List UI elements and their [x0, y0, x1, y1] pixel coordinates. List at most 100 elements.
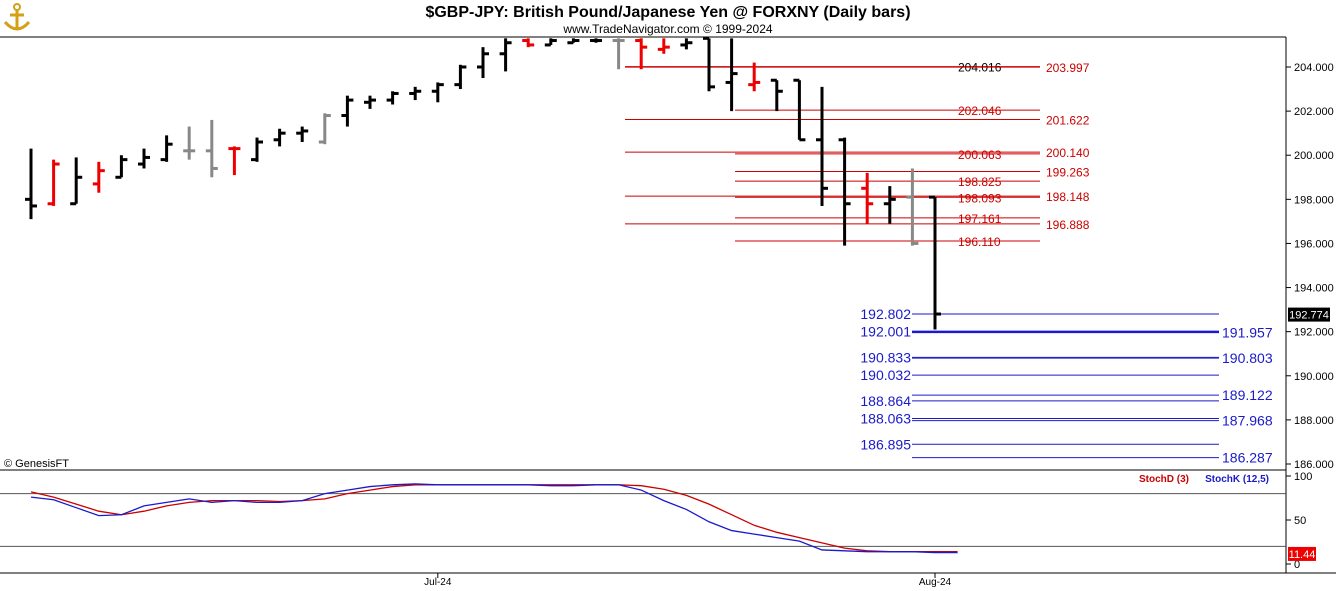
y-tick-label: 198.000: [1294, 194, 1334, 206]
y-tick-label: 186.000: [1294, 459, 1334, 471]
stoch-tick-label: 0: [1294, 559, 1300, 571]
stoch-tick-label: 100: [1294, 471, 1312, 483]
price-levels: 204.016 203.997 202.046 201.622 200.063 200.1…: [625, 61, 1273, 466]
ohlc-bar: [364, 95, 376, 109]
chart-subtitle: www.TradeNavigator.com © 1999-2024: [562, 22, 772, 36]
ohlc-bar: [567, 38, 580, 45]
ohlc-bar: [703, 36, 715, 92]
resistance-label: 200.063: [958, 148, 1002, 162]
ohlc-bar: [409, 86, 422, 101]
ohlc-bar: [544, 38, 557, 47]
y-tick-label: 192.000: [1294, 327, 1334, 339]
y-tick-label: 190.000: [1294, 371, 1334, 383]
stoch-d-line: [30, 484, 958, 553]
logo-anchor-icon: [3, 3, 31, 31]
x-tick-label: Jul-24: [424, 577, 452, 588]
support-label: 188.063: [860, 410, 911, 426]
ohlc-bar: [657, 38, 670, 54]
ohlc-bar: [138, 148, 150, 169]
resistance-label: 200.140: [1046, 146, 1090, 160]
ohlc-bar: [793, 78, 806, 142]
ohlc-bars: [25, 36, 941, 330]
resistance-label: 197.161: [958, 212, 1002, 226]
ohlc-bar: [929, 195, 941, 330]
ohlc-bar: [251, 137, 263, 162]
resistance-label: 198.148: [1046, 190, 1090, 204]
support-label: 192.001: [860, 324, 911, 340]
ohlc-bar: [92, 161, 105, 193]
stoch-d-legend: StochD (3): [1139, 474, 1189, 485]
support-label: 187.968: [1222, 413, 1273, 429]
support-label: 192.802: [860, 306, 911, 322]
price-panel-frame: [0, 36, 1336, 574]
support-label: 190.833: [860, 349, 911, 365]
ohlc-bar: [341, 95, 354, 127]
ohlc-bar: [499, 38, 512, 72]
copyright-label: © GenesisFT: [4, 458, 69, 470]
support-label: 190.032: [860, 367, 911, 383]
support-label: 188.864: [860, 393, 911, 409]
ohlc-bar: [770, 78, 783, 112]
resistance-label: 196.110: [958, 235, 1001, 249]
support-label: 190.803: [1222, 350, 1273, 366]
ohlc-bar: [318, 113, 331, 145]
ohlc-bar: [386, 91, 399, 105]
ohlc-bar: [431, 82, 444, 103]
stoch-k-line: [30, 483, 958, 554]
ohlc-bar: [115, 155, 128, 179]
ohlc-bar: [454, 64, 467, 90]
support-label: 186.895: [860, 436, 911, 452]
ohlc-bar: [748, 62, 761, 92]
last-price-marker: [1288, 307, 1330, 322]
resistance-label: 196.888: [1046, 218, 1090, 232]
y-tick-label: 202.000: [1294, 106, 1334, 118]
stoch-value-marker: [1288, 546, 1316, 561]
y-tick-label: 204.000: [1294, 62, 1334, 74]
ohlc-bar: [838, 137, 851, 246]
ohlc-bar: [70, 157, 83, 206]
resistance-label: 199.263: [1046, 165, 1090, 179]
resistance-label: 198.825: [958, 175, 1002, 189]
date-x-axis: Jul-24 Aug-24: [424, 573, 952, 588]
resistance-label: 201.622: [1046, 113, 1090, 127]
y-tick-label: 188.000: [1294, 415, 1334, 427]
ohlc-bar: [477, 47, 489, 79]
y-tick-label: 194.000: [1294, 283, 1334, 295]
support-label: 191.957: [1222, 325, 1273, 341]
support-label: 189.122: [1222, 387, 1273, 403]
resistance-label: 203.997: [1046, 61, 1090, 75]
ohlc-bar: [183, 126, 196, 160]
y-tick-label: 196.000: [1294, 238, 1334, 250]
stoch-value-label: 11.44: [1289, 549, 1316, 561]
resistance-label: 202.046: [958, 104, 1002, 118]
y-tick-label: 200.000: [1294, 150, 1334, 162]
value-markers: 192.774: [1288, 307, 1330, 322]
price-y-axis: 204.000 202.000 200.000 198.000 196.000 194.0…: [1286, 62, 1334, 471]
ohlc-bar: [205, 119, 218, 178]
resistance-label: 198.093: [958, 191, 1002, 205]
ohlc-bar: [816, 86, 828, 206]
ohlc-bar: [273, 128, 286, 147]
ohlc-bar: [906, 168, 919, 246]
stoch-tick-label: 50: [1294, 515, 1306, 527]
stochastic-panel: 100 50 011.44: [0, 471, 1316, 571]
ohlc-bar: [296, 126, 309, 142]
ohlc-bar: [25, 148, 37, 220]
ohlc-bar: [861, 172, 874, 224]
ohlc-bar: [522, 38, 535, 48]
stoch-k-legend: StochK (12,5): [1205, 474, 1269, 485]
ohlc-bar: [612, 38, 625, 70]
last-price-label: 192.774: [1289, 310, 1329, 322]
ohlc-bar: [590, 38, 602, 43]
ohlc-bar: [228, 146, 241, 176]
support-label: 186.287: [1222, 450, 1273, 466]
ohlc-bar: [635, 38, 648, 70]
x-tick-label: Aug-24: [919, 577, 952, 588]
chart-title: $GBP-JPY: British Pound/Japanese Yen @ F…: [425, 4, 910, 21]
ohlc-bar: [725, 38, 738, 112]
ohlc-bar: [47, 159, 60, 206]
resistance-label: 204.016: [958, 61, 1002, 75]
ohlc-bar: [160, 135, 173, 162]
ohlc-bar: [883, 186, 896, 224]
